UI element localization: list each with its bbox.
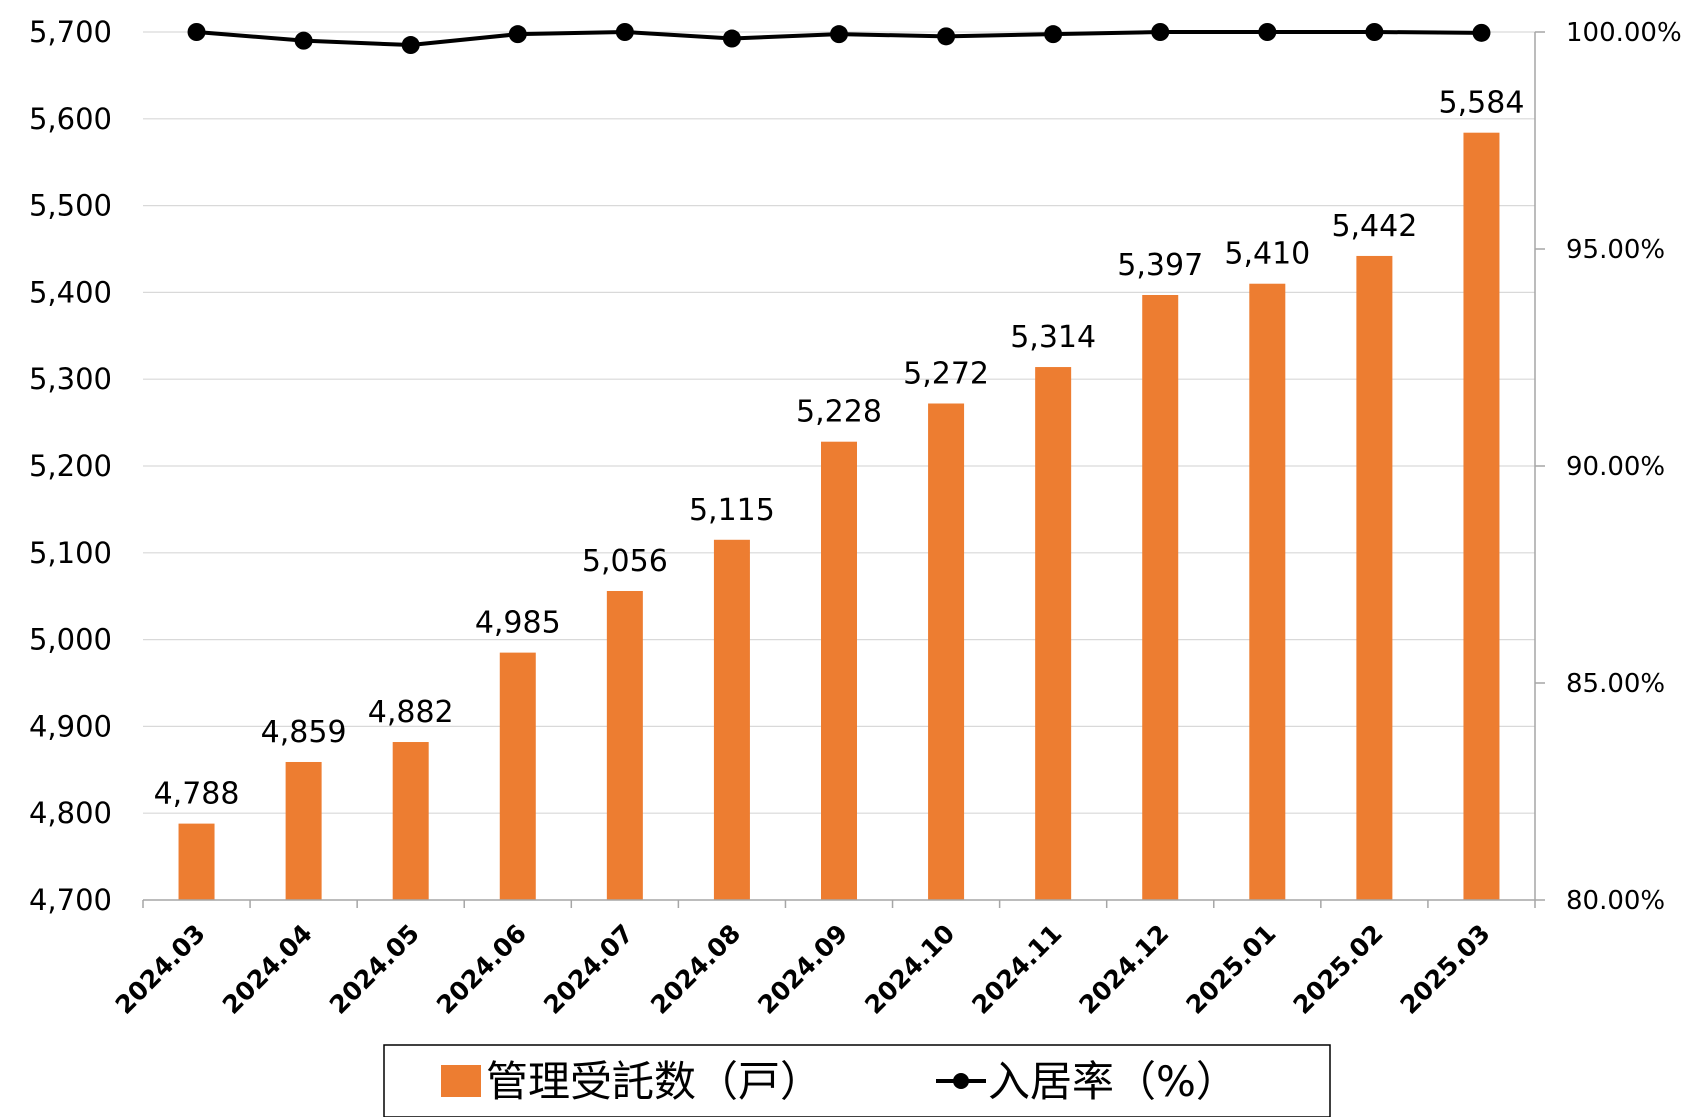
legend-label-line: 入居率（%）: [988, 1057, 1238, 1106]
x-tick-label: 2024.07: [538, 919, 639, 1020]
x-tick-label: 2024.03: [110, 919, 211, 1020]
y-right-tick-label: 90.00%: [1566, 452, 1665, 482]
y-left-tick-label: 5,200: [29, 449, 112, 483]
x-tick-label: 2024.05: [324, 919, 425, 1020]
x-tick-label: 2025.02: [1288, 919, 1389, 1020]
y-left-tick-label: 5,100: [29, 536, 112, 570]
x-tick-label: 2024.06: [431, 919, 532, 1020]
line-point: [508, 25, 527, 44]
bar: [1249, 283, 1286, 901]
bar-data-label: 5,397: [1117, 248, 1203, 283]
y-left-tick-label: 5,700: [29, 15, 112, 49]
y-left-tick-label: 5,000: [29, 623, 112, 657]
bar: [1356, 255, 1393, 901]
y-left-tick-label: 4,700: [29, 883, 112, 917]
y-left-tick-label: 5,300: [29, 362, 112, 396]
bar-data-label: 4,788: [154, 777, 240, 812]
bar-data-label: 5,056: [582, 544, 668, 579]
y-axis-left: 4,700 4,800 4,900 5,000 5,100 5,200 5,300 5,400…: [29, 15, 112, 917]
bar: [1035, 367, 1072, 901]
bar-data-label: 4,859: [261, 715, 347, 750]
bar-data-label: 5,115: [689, 493, 775, 528]
bar-data-label: 5,228: [796, 395, 882, 430]
y-right-tick-label: 95.00%: [1566, 235, 1665, 265]
line-point: [294, 31, 313, 50]
bar-data-label: 5,584: [1439, 86, 1525, 121]
y-left-tick-label: 4,900: [29, 709, 112, 743]
y-left-tick-label: 5,600: [29, 102, 112, 136]
bar: [285, 761, 322, 900]
legend-box: [383, 1044, 1331, 1117]
x-axis: 2024.03 2024.04 2024.05 2024.06 2024.07 2024.…: [110, 919, 1496, 1020]
bar: [178, 823, 215, 900]
line-point: [401, 36, 420, 55]
bar-data-label: 5,314: [1010, 320, 1096, 355]
line-point: [615, 23, 634, 41]
bar: [499, 652, 536, 900]
x-tick-label: 2025.01: [1181, 919, 1282, 1020]
bar-data-label: 5,410: [1224, 237, 1310, 272]
x-tick-label: 2024.11: [966, 919, 1067, 1020]
x-tick-label: 2024.12: [1073, 919, 1174, 1020]
bar: [606, 590, 643, 900]
x-tick-label: 2024.04: [217, 919, 318, 1020]
y-left-tick-label: 5,400: [29, 275, 112, 309]
bar: [713, 539, 750, 900]
y-axis-right: 80.00% 85.00% 90.00% 95.00% 100.00%: [1535, 18, 1682, 916]
line-point: [1472, 23, 1491, 42]
legend-swatch-bar: [441, 1065, 481, 1097]
y-right-tick-label: 80.00%: [1566, 886, 1665, 916]
line-point: [187, 23, 206, 41]
bar: [1463, 132, 1500, 901]
bar-data-label: 4,985: [475, 606, 561, 641]
line-point: [1365, 23, 1384, 41]
bar: [1142, 295, 1179, 900]
bar: [821, 441, 857, 900]
line-series: [187, 23, 1491, 55]
legend: 管理受託数（戸） 入居率（%）: [383, 1044, 1331, 1117]
y-left-tick-label: 5,500: [29, 189, 112, 223]
x-tick-label: 2025.03: [1395, 919, 1496, 1020]
line-point: [1258, 23, 1277, 41]
bar: [928, 403, 965, 900]
x-tick-label: 2024.10: [859, 919, 960, 1020]
bar-data-label: 5,442: [1331, 209, 1417, 244]
bar-data-labels: 4,788 4,859 4,882 4,985 5,056 5,115 5,228 5,272…: [154, 86, 1525, 812]
legend-swatch-marker: [953, 1073, 969, 1089]
line-point: [830, 25, 848, 44]
bar-series: [178, 132, 1500, 901]
bar-data-label: 5,272: [903, 357, 989, 392]
line-point: [1044, 25, 1063, 44]
bar: [392, 742, 429, 900]
y-left-tick-label: 4,800: [29, 796, 112, 830]
x-tick-label: 2024.09: [752, 919, 853, 1020]
line-point: [722, 29, 741, 48]
line-point: [937, 27, 956, 46]
bar-data-label: 4,882: [368, 695, 454, 730]
line-point: [1151, 23, 1170, 41]
legend-label-bar: 管理受託数（戸）: [486, 1057, 822, 1106]
y-right-tick-label: 85.00%: [1566, 669, 1665, 699]
y-right-tick-label: 100.00%: [1566, 18, 1682, 48]
x-tick-label: 2024.08: [645, 919, 746, 1020]
